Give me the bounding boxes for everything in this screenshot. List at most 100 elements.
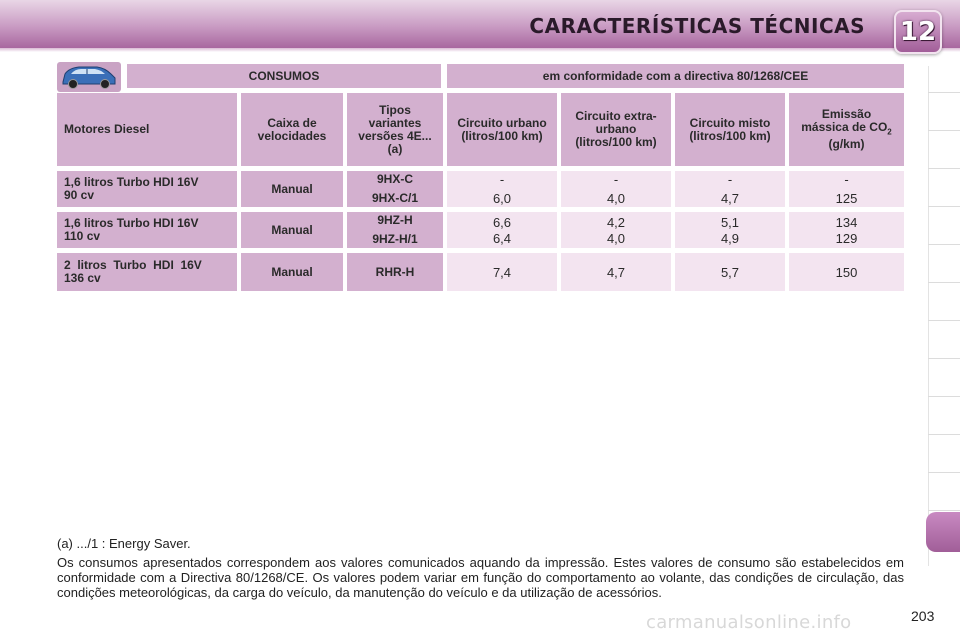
- table-row-engine: 1,6 litros Turbo HDI 16V 90 cv: [57, 171, 237, 207]
- table-row-types: 9HZ-H 9HZ-H/1: [347, 212, 443, 248]
- header-engine-label: Motores Diesel: [64, 122, 150, 136]
- engine-text: 1,6 litros Turbo HDI 16V 90 cv: [64, 176, 198, 202]
- banner-directive-label: em conformidade com a directiva 80/1268/…: [542, 68, 809, 83]
- chapter-number: 12: [899, 17, 937, 47]
- extra-urban-value: 4,2: [606, 214, 626, 230]
- engine-line2: 110 cv: [64, 229, 101, 243]
- banner-directive: em conformidade com a directiva 80/1268/…: [447, 64, 904, 88]
- mixed-value: 5,7: [720, 264, 740, 280]
- header-band: [0, 0, 960, 52]
- header-types: Tipos variantes versões 4E... (a): [347, 93, 443, 166]
- type-value: 9HX-C/1: [371, 191, 418, 205]
- side-divider: [928, 66, 929, 566]
- type-value: 9HZ-H/1: [372, 232, 418, 246]
- table-row-mixed: 5,1 4,9: [675, 212, 785, 248]
- table-row-gearbox: Manual: [241, 212, 343, 248]
- header-gearbox-label: Caixa de velocidades: [257, 115, 327, 143]
- side-tab-marker[interactable]: [928, 396, 960, 397]
- watermark: carmanualsonline.info: [646, 612, 852, 633]
- side-tab-marker[interactable]: [928, 206, 960, 207]
- engine-line1: 1,6 litros Turbo HDI 16V: [64, 175, 199, 189]
- table-row-co2: - 125: [789, 171, 904, 207]
- table-row-extra-urban: 4,2 4,0: [561, 212, 671, 248]
- type-value: 9HZ-H: [377, 213, 413, 227]
- extra-urban-value: 4,0: [606, 230, 626, 246]
- table-row-co2: 150: [789, 253, 904, 291]
- table-row-types: 9HX-C 9HX-C/1: [347, 171, 443, 207]
- table-row-gearbox: Manual: [241, 171, 343, 207]
- header-co2: Emissão mássica de CO2 (g/km): [789, 93, 904, 166]
- mixed-value: -: [727, 172, 733, 187]
- header-types-label: Tipos variantes versões 4E... (a): [358, 102, 432, 156]
- side-tab-active[interactable]: [926, 512, 960, 552]
- table-row-urban: - 6,0: [447, 171, 557, 207]
- table-row-engine: 1,6 litros Turbo HDI 16V 110 cv: [57, 212, 237, 248]
- side-tab-marker[interactable]: [928, 92, 960, 93]
- urban-value: 6,0: [492, 191, 512, 206]
- engine-line2: 90 cv: [64, 188, 95, 202]
- side-tab-marker[interactable]: [928, 244, 960, 245]
- table-row-mixed: - 4,7: [675, 171, 785, 207]
- table-row-extra-urban: 4,7: [561, 253, 671, 291]
- side-tab-marker[interactable]: [928, 282, 960, 283]
- urban-value: 7,4: [492, 264, 512, 280]
- header-extra-urban: Circuito extra-urbano (litros/100 km): [561, 93, 671, 166]
- side-tab-marker[interactable]: [928, 472, 960, 473]
- header-co2-label: Emissão mássica de CO2 (g/km): [797, 106, 896, 152]
- co2-value: 125: [835, 191, 858, 206]
- table-row-engine: 2 litros Turbo HDI 16V 136 cv: [57, 253, 237, 291]
- table-row-urban: 7,4: [447, 253, 557, 291]
- header-mixed-label: Circuito misto (litros/100 km): [689, 115, 771, 143]
- header-extra-urban-label: Circuito extra-urbano (litros/100 km): [575, 109, 657, 149]
- engine-text: 1,6 litros Turbo HDI 16V 110 cv: [64, 217, 198, 243]
- urban-value: 6,6: [492, 214, 512, 230]
- side-tab-marker[interactable]: [928, 130, 960, 131]
- co2-value: 150: [835, 264, 858, 280]
- table-row-urban: 6,6 6,4: [447, 212, 557, 248]
- table-row-gearbox: Manual: [241, 253, 343, 291]
- type-value: 9HX-C: [376, 172, 413, 186]
- header-urban: Circuito urbano (litros/100 km): [447, 93, 557, 166]
- footnote-body: Os consumos apresentados correspondem ao…: [57, 555, 904, 600]
- table-row-types: RHR-H: [347, 253, 443, 291]
- header-mixed: Circuito misto (litros/100 km): [675, 93, 785, 166]
- side-tab-marker[interactable]: [928, 510, 960, 511]
- side-tab-marker[interactable]: [928, 358, 960, 359]
- banner-consumos: CONSUMOS: [127, 64, 441, 88]
- urban-value: 6,4: [492, 230, 512, 246]
- mixed-value: 4,9: [720, 230, 740, 246]
- header-urban-label: Circuito urbano (litros/100 km): [457, 115, 547, 143]
- chapter-tab[interactable]: 12: [894, 10, 942, 54]
- gearbox-value: Manual: [271, 264, 313, 279]
- type-value: RHR-H: [375, 264, 415, 279]
- mixed-value: 5,1: [720, 214, 740, 230]
- side-tab-marker[interactable]: [928, 168, 960, 169]
- table-row-co2: 134 129: [789, 212, 904, 248]
- page-number: 203: [911, 608, 935, 624]
- header-co2-suffix: (g/km): [828, 137, 865, 152]
- side-tab-marker[interactable]: [928, 320, 960, 321]
- mixed-value: 4,7: [720, 191, 740, 206]
- banner-consumos-label: CONSUMOS: [248, 68, 320, 83]
- header-gearbox: Caixa de velocidades: [241, 93, 343, 166]
- header-co2-sub: 2: [887, 127, 892, 137]
- extra-urban-value: 4,0: [606, 191, 626, 206]
- page-title: CARACTERÍSTICAS TÉCNICAS: [529, 14, 865, 38]
- extra-urban-value: -: [613, 172, 619, 187]
- extra-urban-value: 4,7: [606, 264, 626, 280]
- engine-line1: 2 litros Turbo HDI 16V: [64, 258, 202, 272]
- engine-text: 2 litros Turbo HDI 16V 136 cv: [64, 259, 202, 285]
- co2-value: 129: [835, 230, 858, 246]
- urban-value: -: [499, 172, 505, 187]
- table-row-extra-urban: - 4,0: [561, 171, 671, 207]
- gearbox-value: Manual: [271, 222, 313, 237]
- engine-line1: 1,6 litros Turbo HDI 16V: [64, 216, 199, 230]
- chapter-side-tabs: [928, 66, 960, 566]
- co2-value: 134: [835, 214, 858, 230]
- footnote-a: (a) .../1 : Energy Saver.: [57, 536, 191, 551]
- header-co2-prefix: Emissão mássica de CO: [801, 106, 888, 134]
- gearbox-value: Manual: [271, 181, 313, 196]
- co2-value: -: [844, 172, 849, 187]
- side-tab-marker[interactable]: [928, 434, 960, 435]
- header-engine: Motores Diesel: [57, 93, 237, 166]
